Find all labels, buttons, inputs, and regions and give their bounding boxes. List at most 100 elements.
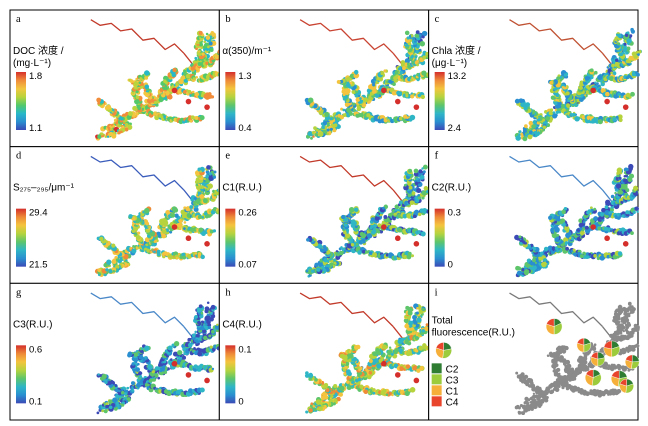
station-pie [619,378,634,394]
river-inflow [299,155,394,191]
river-inflow [509,19,603,54]
colorbar-min-label: 21.5 [29,260,48,271]
legend-title-line1: Total [432,315,453,326]
colorbar-title: C3(R.U.) [13,319,52,330]
colorbar-title: C4(R.U.) [222,319,261,330]
colorbar-max-label: 29.4 [29,208,48,219]
hotspot [394,235,401,242]
station-pie [576,337,592,353]
hotspot [204,241,210,247]
colorbar-min-label: 2.4 [448,123,461,134]
hotspot [394,98,401,105]
colorbar-max-label: 1.8 [29,71,42,82]
panel-letter: b [225,14,230,25]
hotspot [204,377,210,384]
river-inflow [509,292,603,327]
legend-label-c4: C4 [446,397,459,408]
pie-slice-c4 [611,370,620,379]
river-inflow [299,292,394,327]
colorbar-title: α(350)/m⁻¹ [222,46,272,57]
pie-slice-c4 [576,337,585,346]
map-panel-a: a DOC 浓度 /(mg·L⁻¹) 1.8 1.1 [9,9,224,148]
hotspot [590,224,596,230]
station-pie [590,351,605,367]
hotspot [604,98,610,105]
hotspot [622,104,629,110]
colorbar-max-label: 0.6 [29,344,42,355]
hotspot [185,372,192,378]
map-panel-f: f C2(R.U.) 0.3 0 [428,146,639,284]
hotspot [413,377,420,384]
legend-title-line2: fluorescence(R.U.) [432,327,515,338]
colorbar [16,208,26,267]
legend-swatch-c4 [431,396,442,407]
reservoir-water [305,164,431,278]
hotspot [204,104,210,110]
hotspot [381,87,387,94]
colorbar [225,208,236,267]
reservoir-water [304,303,431,414]
colorbar-unit: (μg·L⁻¹) [432,58,467,69]
colorbar [434,208,445,267]
panel-letter: e [225,151,230,162]
colorbar-min-label: 0.1 [29,396,42,407]
colorbar-min-label: 1.1 [29,123,42,134]
legend-swatch-c3 [431,374,442,385]
legend-swatch-c1 [431,385,442,396]
panel-letter: c [435,14,440,25]
hotspot [171,360,178,367]
colorbar [225,345,236,404]
map-panel-b: b α(350)/m⁻¹ 1.3 0.4 [218,9,432,148]
station-pie [585,369,602,386]
colorbar-min-label: 0.07 [238,260,256,271]
reservoir-water [514,301,640,416]
hotspot [394,372,401,378]
colorbar-max-label: 13.2 [448,71,467,82]
river-inflow [509,155,603,191]
legend-pie [435,342,452,359]
colorbar-min-label: 0.4 [238,123,251,134]
colorbar-unit: (mg·L⁻¹) [13,58,51,69]
river-inflow [90,155,185,191]
colorbar [225,72,236,130]
colorbar-title: C1(R.U.) [222,183,261,194]
legend-label-c3: C3 [446,375,459,386]
legend-label-c1: C1 [446,386,459,397]
pie-slice-c4 [546,318,555,327]
panel-letter: d [16,151,22,162]
pie-slice-c4 [585,369,594,378]
hotspot [381,224,387,230]
colorbar-max-label: 0.3 [448,208,461,219]
reservoir-water [95,30,224,141]
colorbar [16,345,26,404]
station-pie [603,340,620,358]
panel-letter: i [435,287,438,298]
colorbar-title: S₂₇₅–₂₉₅/μm⁻¹ [13,183,75,194]
panel-letter: h [225,287,231,298]
hotspot [185,98,192,105]
map-panel-h: h C4(R.U.) 0.1 0 [218,282,431,421]
colorbar-max-label: 0.26 [238,208,256,219]
station-pie [545,318,563,335]
map-panel-e: e C1(R.U.) 0.26 0.07 [218,146,431,284]
panel-letter: g [16,287,22,298]
pie-slice-c4 [603,340,612,350]
panel-letter: a [16,14,21,25]
pie-slice-c4 [619,378,627,387]
hotspot [413,104,420,110]
hotspot [604,235,610,242]
colorbar-title: Chla 浓度 / [432,44,481,57]
reservoir-water [514,163,639,278]
legend-swatch-c2 [431,363,442,374]
colorbar-min-label: 0 [448,260,453,271]
colorbar-max-label: 0.1 [238,344,251,355]
reservoir-water [96,301,222,415]
colorbar-max-label: 1.3 [238,71,251,82]
reservoir-water [304,30,432,140]
map-panel-c: c Chla 浓度 /(μg·L⁻¹) 13.2 2.4 [428,9,642,148]
reservoir-water [94,165,224,278]
hotspot [185,235,192,242]
colorbar [434,72,445,130]
